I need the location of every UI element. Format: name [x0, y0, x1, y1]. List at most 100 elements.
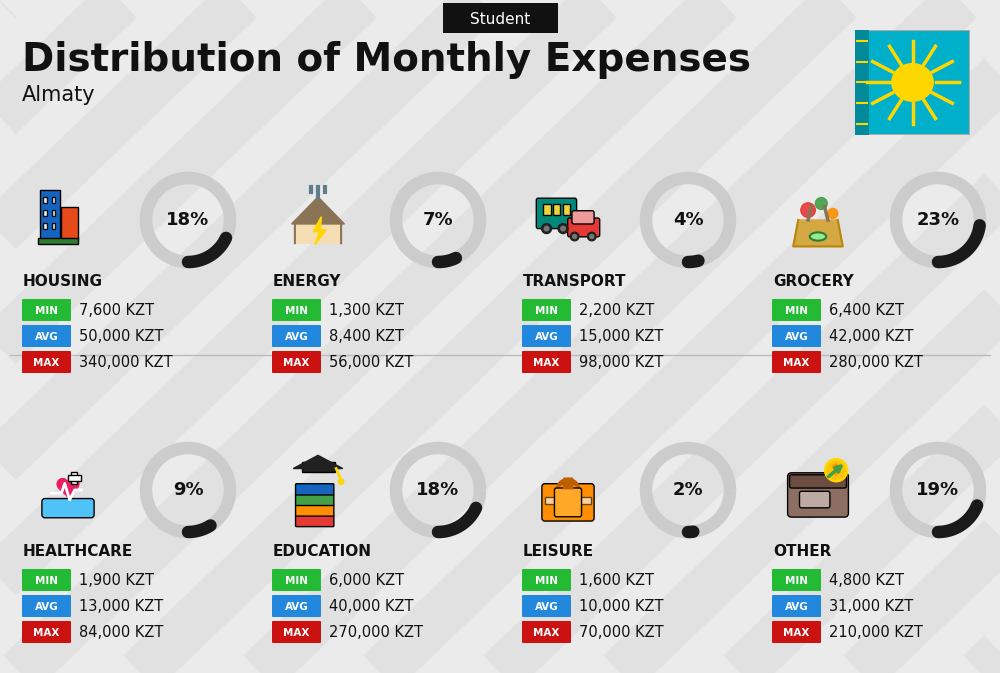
Text: 210,000 KZT: 210,000 KZT	[829, 625, 923, 640]
Text: MIN: MIN	[535, 306, 558, 316]
FancyBboxPatch shape	[522, 621, 571, 643]
Text: MAX: MAX	[283, 357, 310, 367]
Text: 2,200 KZT: 2,200 KZT	[579, 303, 654, 318]
Text: 6,400 KZT: 6,400 KZT	[829, 303, 904, 318]
FancyBboxPatch shape	[772, 569, 821, 591]
Text: 56,000 KZT: 56,000 KZT	[329, 355, 413, 370]
Text: 98,000 KZT: 98,000 KZT	[579, 355, 663, 370]
Polygon shape	[295, 203, 341, 243]
Text: AVG: AVG	[785, 602, 808, 612]
Text: Student: Student	[470, 11, 530, 26]
Circle shape	[815, 198, 827, 209]
Text: 1,300 KZT: 1,300 KZT	[329, 303, 404, 318]
FancyBboxPatch shape	[545, 497, 591, 504]
Text: 42,000 KZT: 42,000 KZT	[829, 329, 914, 344]
FancyBboxPatch shape	[522, 299, 571, 321]
FancyBboxPatch shape	[296, 516, 334, 527]
FancyBboxPatch shape	[22, 325, 71, 347]
FancyBboxPatch shape	[522, 595, 571, 617]
Text: 1,900 KZT: 1,900 KZT	[79, 573, 154, 588]
Text: 7%: 7%	[423, 211, 453, 229]
Text: 40,000 KZT: 40,000 KZT	[329, 599, 414, 614]
FancyBboxPatch shape	[296, 505, 334, 516]
FancyBboxPatch shape	[296, 494, 334, 505]
Text: AVG: AVG	[285, 332, 308, 341]
FancyBboxPatch shape	[22, 299, 71, 321]
Text: 2%: 2%	[673, 481, 703, 499]
FancyBboxPatch shape	[52, 223, 55, 229]
FancyBboxPatch shape	[272, 621, 321, 643]
Text: LEISURE: LEISURE	[523, 544, 594, 559]
FancyBboxPatch shape	[855, 30, 970, 135]
Circle shape	[561, 226, 565, 231]
Circle shape	[801, 203, 815, 217]
FancyBboxPatch shape	[272, 595, 321, 617]
Text: 50,000 KZT: 50,000 KZT	[79, 329, 164, 344]
Text: MAX: MAX	[283, 627, 310, 637]
FancyBboxPatch shape	[43, 223, 47, 229]
Text: Almaty: Almaty	[22, 85, 96, 105]
FancyBboxPatch shape	[38, 238, 78, 244]
Circle shape	[825, 459, 848, 482]
Text: 280,000 KZT: 280,000 KZT	[829, 355, 923, 370]
FancyBboxPatch shape	[522, 569, 571, 591]
FancyBboxPatch shape	[61, 207, 78, 240]
FancyBboxPatch shape	[772, 325, 821, 347]
Text: 4,800 KZT: 4,800 KZT	[829, 573, 904, 588]
Text: MAX: MAX	[783, 357, 810, 367]
Text: MIN: MIN	[785, 306, 808, 316]
Text: OTHER: OTHER	[773, 544, 831, 559]
Text: AVG: AVG	[35, 332, 58, 341]
Text: MIN: MIN	[785, 575, 808, 586]
FancyBboxPatch shape	[272, 325, 321, 347]
FancyBboxPatch shape	[296, 484, 334, 495]
Text: 15,000 KZT: 15,000 KZT	[579, 329, 663, 344]
FancyBboxPatch shape	[22, 351, 71, 373]
FancyBboxPatch shape	[302, 462, 334, 472]
Circle shape	[338, 479, 344, 485]
Text: MIN: MIN	[285, 575, 308, 586]
FancyBboxPatch shape	[52, 197, 55, 203]
FancyBboxPatch shape	[522, 351, 571, 373]
Circle shape	[892, 64, 933, 101]
FancyBboxPatch shape	[40, 190, 60, 240]
FancyBboxPatch shape	[772, 621, 821, 643]
Text: 84,000 KZT: 84,000 KZT	[79, 625, 163, 640]
FancyBboxPatch shape	[272, 299, 321, 321]
Text: 70,000 KZT: 70,000 KZT	[579, 625, 664, 640]
FancyBboxPatch shape	[442, 3, 558, 33]
Text: AVG: AVG	[535, 332, 558, 341]
Text: MAX: MAX	[533, 357, 560, 367]
Text: 6,000 KZT: 6,000 KZT	[329, 573, 404, 588]
FancyBboxPatch shape	[43, 197, 47, 203]
FancyBboxPatch shape	[542, 484, 594, 521]
Text: ENERGY: ENERGY	[273, 275, 342, 289]
Circle shape	[558, 223, 568, 234]
Text: HOUSING: HOUSING	[23, 275, 103, 289]
Text: 18%: 18%	[416, 481, 460, 499]
Text: 340,000 KZT: 340,000 KZT	[79, 355, 173, 370]
FancyBboxPatch shape	[772, 299, 821, 321]
Text: 8,400 KZT: 8,400 KZT	[329, 329, 404, 344]
Text: MAX: MAX	[33, 357, 60, 367]
Text: TRANSPORT: TRANSPORT	[523, 275, 626, 289]
Text: HEALTHCARE: HEALTHCARE	[23, 544, 133, 559]
FancyBboxPatch shape	[543, 203, 551, 215]
FancyBboxPatch shape	[22, 621, 71, 643]
Text: Distribution of Monthly Expenses: Distribution of Monthly Expenses	[22, 41, 751, 79]
Text: 18%: 18%	[166, 211, 210, 229]
FancyBboxPatch shape	[272, 569, 321, 591]
Text: MIN: MIN	[285, 306, 308, 316]
Text: 270,000 KZT: 270,000 KZT	[329, 625, 423, 640]
Ellipse shape	[810, 232, 826, 241]
FancyBboxPatch shape	[22, 569, 71, 591]
FancyBboxPatch shape	[71, 472, 77, 485]
Text: AVG: AVG	[785, 332, 808, 341]
Polygon shape	[292, 197, 344, 224]
Text: MAX: MAX	[533, 627, 560, 637]
Circle shape	[573, 234, 577, 238]
FancyBboxPatch shape	[772, 595, 821, 617]
FancyBboxPatch shape	[68, 475, 81, 481]
FancyBboxPatch shape	[522, 325, 571, 347]
Text: 7,600 KZT: 7,600 KZT	[79, 303, 154, 318]
